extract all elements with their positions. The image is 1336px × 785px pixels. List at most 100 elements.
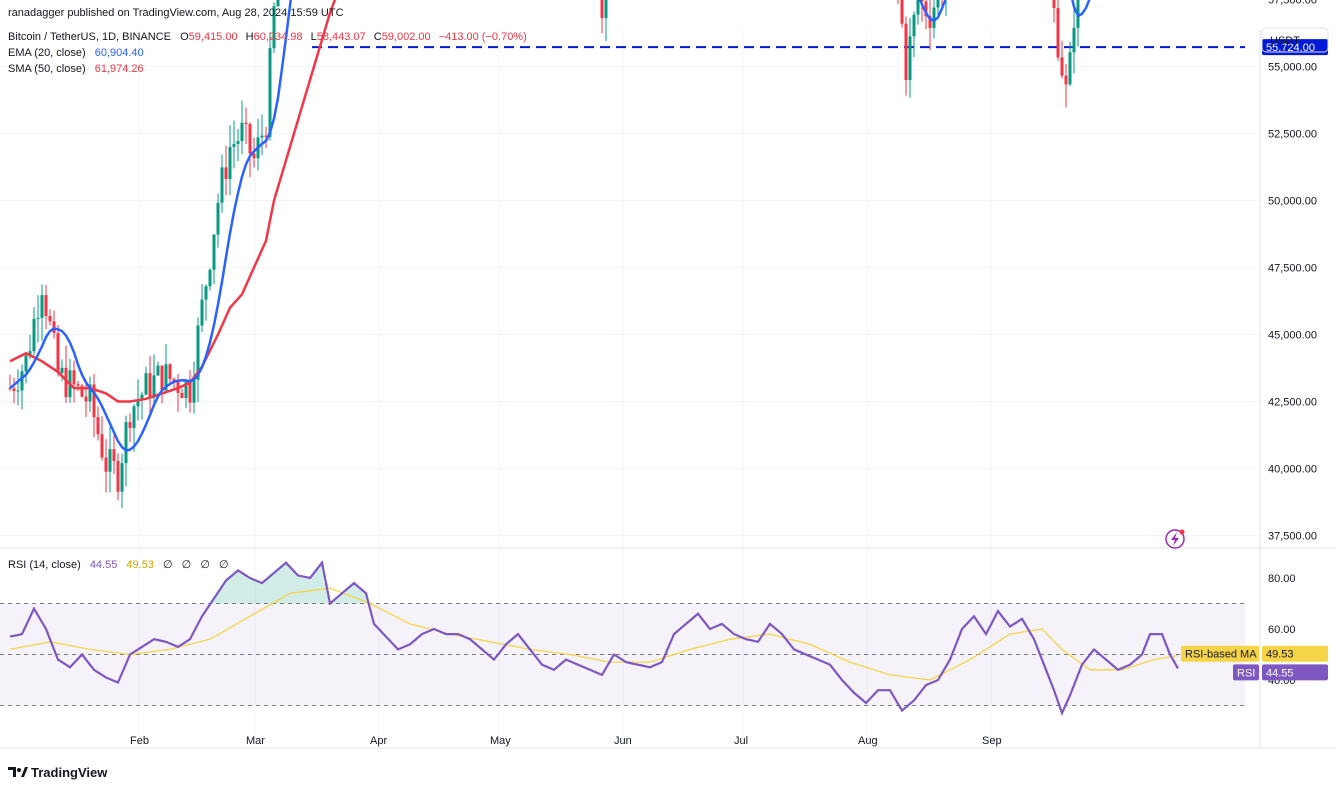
candle-body[interactable] [76, 384, 80, 386]
candle-body[interactable] [48, 316, 52, 322]
time-axis-tick: Jun [614, 735, 632, 747]
candle-body[interactable] [1052, 0, 1056, 9]
candle-body[interactable] [244, 122, 248, 125]
alert-lightning-icon[interactable] [1165, 529, 1185, 549]
candle-body[interactable] [916, 0, 920, 15]
time-axis-tick: Feb [130, 735, 149, 747]
tradingview-logo-icon[interactable] [8, 767, 28, 777]
candle-body[interactable] [212, 234, 216, 270]
candle-body[interactable] [172, 378, 176, 382]
candle-body[interactable] [200, 299, 204, 326]
candle-body[interactable] [124, 422, 128, 464]
candle-body[interactable] [100, 434, 104, 458]
candle-body[interactable] [928, 16, 932, 28]
candle-body[interactable] [152, 375, 156, 398]
candle-body[interactable] [164, 364, 168, 391]
candle-body[interactable] [180, 392, 184, 399]
candle-body[interactable] [52, 321, 56, 334]
candle-body[interactable] [96, 417, 100, 435]
rsi-line[interactable] [9, 560, 1179, 717]
candle-body[interactable] [236, 141, 240, 144]
candle-body[interactable] [1068, 52, 1072, 85]
candle-body[interactable] [160, 365, 164, 391]
candle-body[interactable] [908, 36, 912, 80]
candle-body[interactable] [72, 370, 76, 385]
rsi-ma-name-tag: RSI-based MA [1185, 649, 1257, 661]
candle-body[interactable] [8, 388, 12, 390]
candle-body[interactable] [84, 396, 88, 402]
candle-body[interactable] [144, 373, 148, 395]
candle-body[interactable] [252, 153, 256, 159]
candle-body[interactable] [16, 390, 20, 392]
candle-body[interactable] [36, 317, 40, 319]
candle-body[interactable] [228, 146, 232, 180]
candle-body[interactable] [188, 381, 192, 403]
ema-20-line[interactable] [9, 0, 1178, 452]
candle-body[interactable] [208, 269, 212, 287]
rsi-ma-line[interactable] [9, 587, 1179, 681]
candle-body[interactable] [272, 6, 276, 49]
candle-body[interactable] [192, 379, 196, 403]
rsi-ma-legend-value: 49.53 [126, 559, 154, 571]
candle-body[interactable] [264, 135, 268, 137]
candle-body[interactable] [240, 122, 244, 142]
candle-body[interactable] [88, 384, 92, 402]
candle-body[interactable] [92, 384, 96, 418]
candle-body[interactable] [276, 0, 280, 7]
candle-body[interactable] [248, 124, 252, 154]
candle-body[interactable] [132, 406, 136, 429]
rsi-name-tag: RSI [1237, 667, 1255, 679]
candle-body[interactable] [108, 449, 112, 472]
candle-body[interactable] [932, 7, 936, 28]
candle-body[interactable] [1060, 57, 1064, 76]
price-axis-tick: 57,500.00 [1268, 0, 1317, 7]
candle-body[interactable] [64, 367, 68, 398]
candle-body[interactable] [128, 422, 132, 429]
currency-button[interactable] [1261, 27, 1329, 53]
candle-body[interactable] [924, 1, 928, 17]
candle-body[interactable] [112, 449, 116, 462]
candle-body[interactable] [136, 400, 140, 407]
candle-body[interactable] [120, 463, 124, 492]
candle-body[interactable] [80, 385, 84, 397]
candle-body[interactable] [1056, 8, 1060, 58]
candle-body[interactable] [260, 135, 264, 138]
candle-body[interactable] [904, 23, 908, 80]
candle-body[interactable] [936, 0, 940, 8]
candle-body[interactable] [116, 461, 120, 492]
candle-body[interactable] [32, 318, 36, 352]
candle-body[interactable] [20, 371, 24, 391]
candle-body[interactable] [900, 0, 904, 24]
candle-body[interactable] [40, 295, 44, 318]
candle-body[interactable] [104, 457, 108, 472]
rsi-value-tag-bg [1262, 664, 1328, 681]
candle-body[interactable] [216, 202, 220, 235]
candle-body[interactable] [156, 365, 160, 376]
candle-body[interactable] [140, 394, 144, 401]
candle-body[interactable] [196, 325, 200, 380]
candle-body[interactable] [168, 364, 172, 379]
candle-body[interactable] [24, 355, 28, 372]
candle-body[interactable] [224, 167, 228, 180]
price-axis-tick: 40,000.00 [1268, 464, 1317, 476]
candle-body[interactable] [268, 48, 272, 137]
candle-body[interactable] [232, 143, 236, 147]
candle-body[interactable] [184, 381, 188, 399]
candle-body[interactable] [920, 0, 924, 2]
candle-body[interactable] [1072, 27, 1076, 53]
candle-body[interactable] [28, 351, 32, 356]
candle-body[interactable] [204, 286, 208, 300]
candle-body[interactable] [60, 367, 64, 373]
candle-body[interactable] [912, 14, 916, 37]
candle-body[interactable] [56, 333, 60, 373]
tradingview-logo-text: TradingView [31, 765, 108, 780]
candle-body[interactable] [12, 388, 16, 392]
candle-body[interactable] [600, 0, 604, 19]
candle-body[interactable] [1064, 75, 1068, 85]
candle-body[interactable] [220, 167, 224, 203]
candle-body[interactable] [148, 373, 152, 398]
currency-label[interactable]: USDT [1270, 35, 1300, 47]
candle-body[interactable] [44, 295, 48, 317]
candle-body[interactable] [604, 0, 608, 19]
